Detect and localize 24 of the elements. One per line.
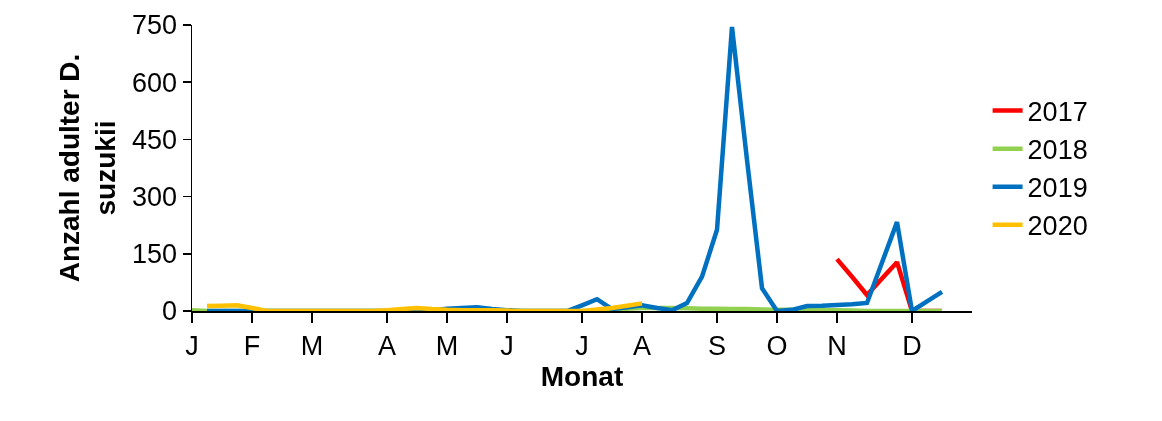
y-tick-label: 0 [162,296,178,327]
y-tick-label: 450 [132,124,178,155]
y-tick-label: 750 [132,10,178,41]
y-tick-label: 150 [132,239,178,270]
x-tick-label: D [902,330,922,361]
x-tick-label: A [377,330,397,361]
x-tick-label: N [827,330,847,361]
x-tick-label: O [766,330,788,361]
x-tick-label: A [632,330,652,361]
legend-label: 2017 [1027,97,1088,128]
legend-label: 2020 [1027,211,1088,242]
y-tick-label: 600 [132,67,178,98]
x-tick-label: J [185,330,199,361]
y-axis-title: Anzahl adulter D. suzukii [53,53,121,283]
x-tick-label: M [300,330,324,361]
x-axis-title: Monat [540,360,624,392]
x-tick-label: F [243,330,261,361]
x-tick-label: M [435,330,459,361]
legend-label: 2019 [1027,173,1088,204]
x-tick-label: J [500,330,514,361]
legend-label: 2018 [1027,135,1088,166]
y-tick-label: 300 [132,182,178,213]
x-tick-label: S [707,330,727,361]
x-tick-label: J [575,330,589,361]
